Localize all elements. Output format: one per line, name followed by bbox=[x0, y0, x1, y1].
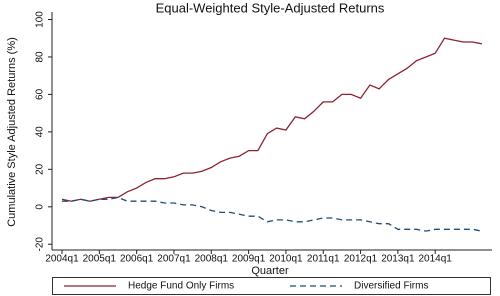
x-tick-label: 2011q1 bbox=[307, 254, 340, 265]
x-tick-label: 2010q1 bbox=[269, 254, 303, 265]
legend-box bbox=[52, 277, 491, 295]
x-tick-label: 2004q1 bbox=[45, 254, 79, 265]
y-axis-title: Cumulative Style Adjusted Returns (%) bbox=[6, 37, 18, 227]
x-tick-label: 2012q1 bbox=[344, 254, 378, 265]
series-line bbox=[62, 196, 483, 232]
x-tick-label: 2006q1 bbox=[120, 254, 154, 265]
chart-title: Equal-Weighted Style-Adjusted Returns bbox=[156, 0, 385, 15]
y-tick-label: 40 bbox=[35, 126, 46, 138]
x-tick-label: 2008q1 bbox=[195, 254, 229, 265]
legend-label: Hedge Fund Only Firms bbox=[128, 281, 234, 292]
x-axis-title: Quarter bbox=[251, 265, 289, 277]
x-tick-label: 2007q1 bbox=[157, 254, 191, 265]
y-tick-label: 20 bbox=[35, 163, 46, 175]
x-tick-label: 2013q1 bbox=[381, 254, 415, 265]
y-tick-label: 60 bbox=[35, 88, 46, 100]
y-tick-label: 0 bbox=[35, 204, 46, 210]
series-line bbox=[61, 37, 483, 202]
legend-label: Diversified Firms bbox=[354, 281, 428, 292]
y-tick-label: -20 bbox=[35, 237, 46, 252]
x-tick-label: 2005q1 bbox=[83, 254, 117, 265]
y-tick-label: 100 bbox=[35, 11, 46, 28]
x-tick-label: 2014q1 bbox=[419, 254, 453, 265]
y-tick-label: 80 bbox=[35, 51, 46, 63]
x-tick-label: 2009q1 bbox=[232, 254, 266, 265]
